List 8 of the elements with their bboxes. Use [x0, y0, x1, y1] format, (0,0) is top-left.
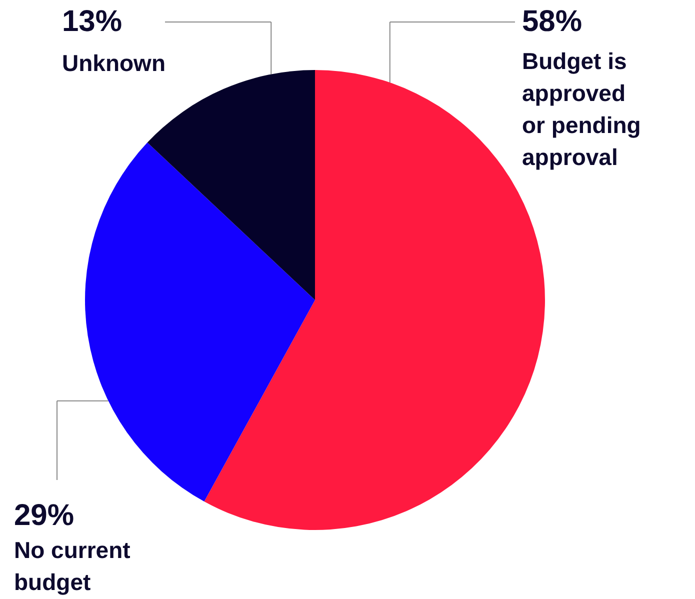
- pie-slice: [85, 142, 315, 502]
- data-label: 29%: [14, 499, 74, 532]
- slice-label: No current budget: [14, 537, 131, 595]
- data-label: 58%: [522, 5, 582, 38]
- pie-slice: [147, 70, 315, 300]
- slice-label: Budget is approved or pending approval: [522, 48, 641, 170]
- data-label: 13%: [62, 5, 122, 38]
- slice-label: Unknown: [62, 50, 166, 76]
